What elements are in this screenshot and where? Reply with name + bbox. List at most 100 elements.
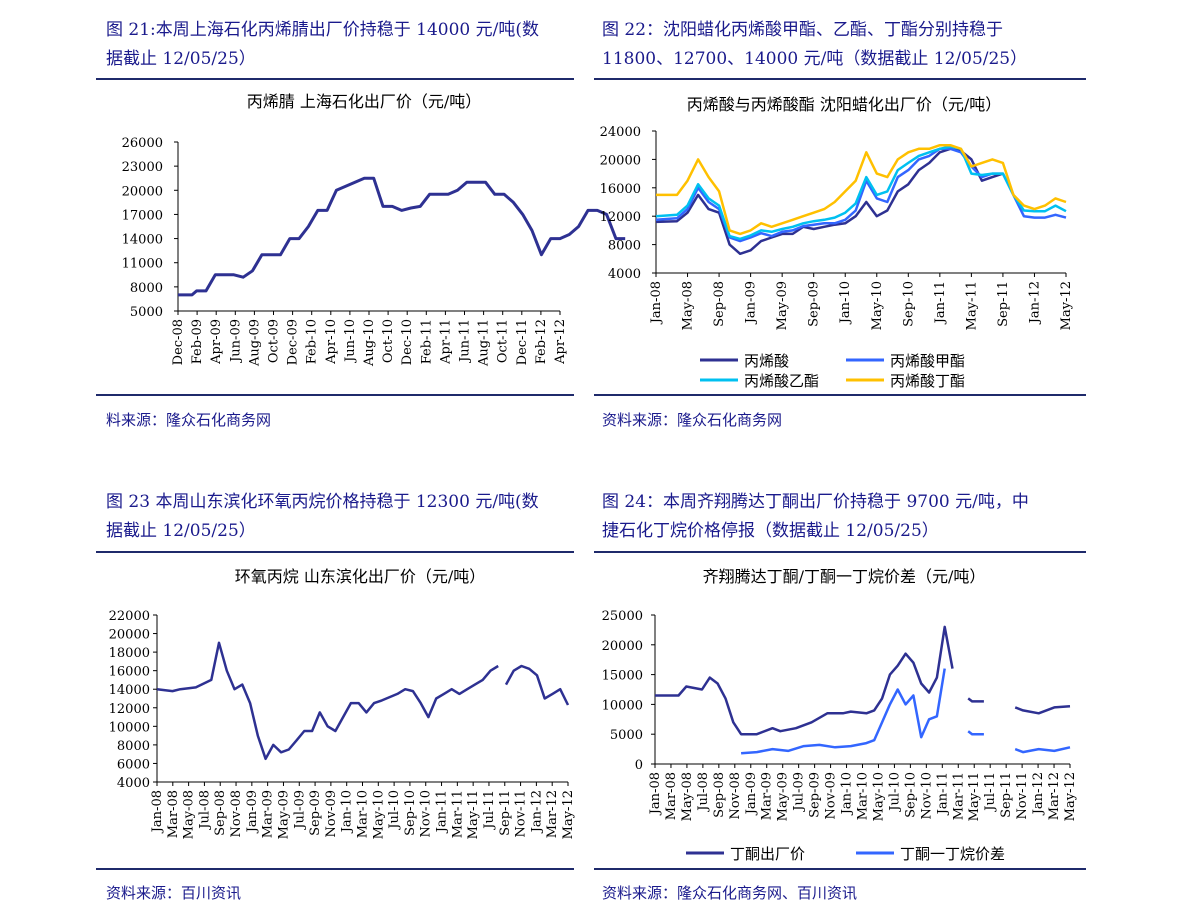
y-tick-label: 11000 [122,257,163,272]
x-tick-label: Jan-10 [340,790,355,834]
source-rule [594,394,1086,396]
y-tick-label: 26000 [122,136,163,151]
y-tick-label: 4000 [608,267,641,282]
x-tick-label: Jan-12 [529,790,544,834]
series-line-丁酮一丁烷价差 [967,730,984,736]
legend-label: 丁酮出厂价 [730,845,805,863]
caption-line2: 据截止 12/05/25） [106,49,256,69]
y-tick-label: 14000 [122,233,163,248]
series-line-price [156,641,499,761]
legend-label: 丙烯酸乙酯 [744,372,819,390]
y-tick-label: 8000 [608,239,641,254]
x-tick-label: Apr-12 [553,319,568,365]
legend-label: 丙烯酸甲酯 [890,352,965,370]
x-tick-label: May-12 [1059,281,1074,330]
x-tick-label: May-08 [681,281,696,330]
y-tick-label: 24000 [600,125,641,140]
series-line-丁酮出厂价 [655,625,954,736]
x-tick-label: Oct-10 [381,319,396,363]
chart-2: 丙烯酸与丙烯酸酯 沈阳蜡化出厂价（元/吨） 4000 8000 12000 16000 2… [600,95,1074,390]
x-tick-label: Jan-10 [840,772,855,816]
x-tick-label: Sep-09 [308,790,323,836]
x-tick-label: Nov-10 [419,790,434,837]
source-fig22: 资料来源：隆众石化商务网 [602,411,783,429]
x-tick-label: Dec-08 [171,319,186,365]
x-tick-label: May-08 [680,772,695,821]
x-tick-label: May-11 [466,790,481,839]
x-tick-label: Nov-08 [229,790,244,837]
x-tick-label: Nov-09 [824,772,839,819]
y-tick-label: 8000 [117,739,150,754]
x-tick-label: May-09 [776,772,791,821]
x-tick-label: Jan-08 [648,772,663,816]
x-tick-label: Nov-11 [1015,772,1030,819]
x-tick-label: Sep-09 [808,772,823,818]
y-tick-label: 16000 [600,182,641,197]
x-tick-label: Dec-11 [515,319,530,365]
legend-label: 丁酮一丁烷价差 [900,845,1005,863]
x-tick-label: May-09 [276,790,291,839]
series-line-丙烯酸乙酯 [655,145,1067,241]
x-tick-label: Sep-11 [999,772,1014,818]
x-tick-label: Mar-11 [450,790,465,838]
series-line-丁酮出厂价 [1014,704,1071,715]
y-tick-label: 15000 [602,669,643,684]
caption-rule [96,78,574,80]
series-line-丙烯酸甲酯 [655,147,1067,243]
x-tick-label: May-10 [871,772,886,821]
x-tick-label: Jul-10 [887,772,902,813]
chart-title: 齐翔腾达丁酮/丁酮一丁烷价差（元/吨） [703,567,986,586]
x-tick-label: May-11 [967,772,982,821]
source-fig21: 料来源：隆众石化商务网 [106,411,272,429]
source-fig23: 资料来源：百川资讯 [106,884,242,902]
series-line-丁酮一丁烷价差 [741,668,946,755]
x-tick-label: May-12 [1063,772,1078,821]
x-tick-label: Jun-11 [458,319,473,364]
x-tick-label: Jul-09 [792,772,807,813]
caption-rule [594,551,1086,553]
caption-line2: 据截止 12/05/25） [106,521,256,541]
x-tick-label: Sep-10 [403,790,418,836]
series-line-丁酮一丁烷价差 [1014,746,1071,754]
x-tick-label: Feb-11 [419,319,434,364]
x-tick-label: Jun-10 [343,319,358,364]
x-tick-label: Aug-10 [362,319,377,367]
x-tick-label: Jul-10 [387,790,402,831]
x-tick-label: May-12 [561,790,576,839]
caption-line2: 捷石化丁烷价格停报（数据截止 12/05/25） [602,521,939,541]
chart-3: 环氧丙烷 山东滨化出厂价（元/吨） 4000 6000 8000 10000 12000 1… [109,567,576,839]
caption-line2: 11800、12700、14000 元/吨（数据截止 12/05/25） [602,49,1028,69]
x-tick-label: Sep-10 [903,772,918,818]
x-tick-label: May-09 [775,281,790,330]
x-tick-label: Jul-11 [983,772,998,813]
source-rule [594,868,1086,870]
x-tick-label: Aug-11 [477,319,492,367]
legend-label: 丙烯酸丁酯 [890,372,965,390]
x-tick-label: Mar-10 [356,790,371,838]
y-tick-label: 6000 [117,757,150,772]
x-tick-label: Mar-08 [166,790,181,838]
caption-fig21: 图 21:本周上海石化丙烯腈出厂价持稳于 14000 元/吨(数 据截止 12/… [106,16,539,74]
x-tick-label: Mar-08 [664,772,679,820]
y-tick-label: 5000 [610,728,643,743]
caption-line1: 图 22：沈阳蜡化丙烯酸甲酯、乙酯、丁酯分别持稳于 [602,20,1004,40]
y-tick-label: 20000 [109,628,150,643]
x-tick-label: Jul-11 [482,790,497,831]
x-tick-label: Jul-08 [696,772,711,813]
x-tick-label: May-11 [964,281,979,330]
chart-title: 丙烯腈 上海石化出厂价（元/吨） [247,92,481,111]
y-tick-label: 10000 [602,698,643,713]
y-tick-label: 12000 [109,702,150,717]
chart-title: 丙烯酸与丙烯酸酯 沈阳蜡化出厂价（元/吨） [687,95,1001,114]
x-tick-label: Jun-09 [228,319,243,364]
x-tick-label: Jan-09 [245,790,260,834]
y-tick-label: 20000 [122,184,163,199]
x-tick-label: Jan-09 [744,772,759,816]
x-tick-label: Mar-09 [760,772,775,820]
x-tick-label: Jan-11 [435,790,450,834]
chart-1: 丙烯腈 上海石化出厂价（元/吨） 5000 8000 11000 14000 17000 2… [122,92,626,367]
x-tick-label: Sep-08 [712,281,727,327]
caption-fig22: 图 22：沈阳蜡化丙烯酸甲酯、乙酯、丁酯分别持稳于 11800、12700、14… [602,16,1027,74]
legend-label: 丙烯酸 [744,352,789,370]
